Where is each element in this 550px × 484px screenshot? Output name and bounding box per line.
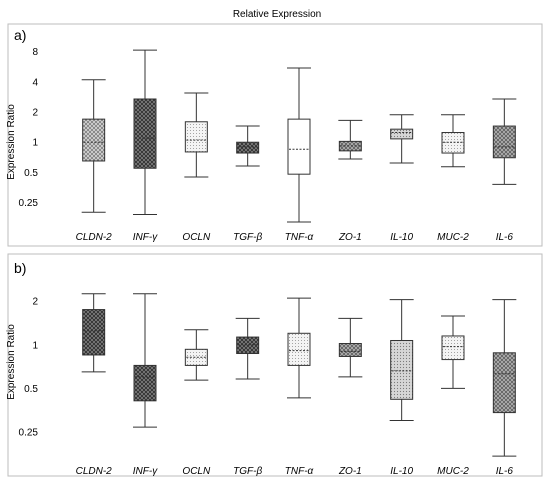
box-tgf (236, 141, 260, 154)
y-tick-label: 1 (32, 138, 38, 149)
panel-b-y-axis-label: Expression Ratio (6, 324, 17, 400)
box-il-10 (390, 128, 414, 140)
box-inf (133, 98, 157, 169)
y-tick-label: 0.25 (19, 198, 39, 209)
box-cldn-2 (82, 118, 106, 162)
x-tick-label-tgf: TGF-β (233, 232, 262, 243)
y-tick-label: 1 (32, 340, 38, 351)
x-tick-label-tnf: TNF-α (285, 466, 314, 477)
panel-a-y-axis-label: Expression Ratio (6, 104, 17, 180)
box-il-10 (390, 339, 414, 400)
panel-b-label: b) (14, 260, 26, 276)
box-ocln (184, 121, 208, 153)
box-zo-1 (338, 140, 362, 152)
x-tick-label-inf: INF-γ (133, 466, 158, 477)
box-muc-2 (441, 132, 465, 154)
x-tick-label-cldn-2: CLDN-2 (76, 466, 113, 477)
panel-a-label: a) (14, 27, 26, 43)
x-tick-label-tgf: TGF-β (233, 466, 262, 477)
box-muc-2 (441, 335, 465, 361)
y-tick-label: 0.5 (24, 168, 38, 179)
y-tick-label: 4 (32, 77, 38, 88)
panel-a-plot: 0.25 0.5 1 2 4 8 CLDN-2 INF-γ OCLN TGF-β TNF-α ZO-1… (19, 47, 517, 243)
box-zo-1 (338, 343, 362, 357)
y-tick-label: 8 (32, 47, 38, 58)
panel-a-frame (7, 23, 543, 247)
y-tick-label: 0.25 (19, 427, 39, 438)
box-inf (133, 364, 157, 402)
box-ocln (184, 348, 208, 366)
x-tick-label-zo-1: ZO-1 (338, 466, 362, 477)
x-tick-label-inf: INF-γ (133, 232, 158, 243)
x-tick-label-zo-1: ZO-1 (338, 232, 362, 243)
x-tick-label-il-10: IL-10 (390, 466, 413, 477)
panel-b-frame (7, 253, 543, 477)
x-tick-label-ocln: OCLN (182, 232, 211, 243)
box-tgf (236, 336, 260, 355)
y-tick-label: 0.5 (24, 384, 38, 395)
x-tick-label-cldn-2: CLDN-2 (76, 232, 113, 243)
x-tick-label-il-6: IL-6 (496, 232, 514, 243)
y-tick-label: 2 (32, 297, 38, 308)
box-tnf (287, 118, 311, 175)
box-cldn-2 (82, 309, 106, 356)
x-tick-label-muc-2: MUC-2 (437, 232, 469, 243)
box-tnf (287, 332, 311, 366)
x-tick-label-muc-2: MUC-2 (437, 466, 469, 477)
box-il-6 (492, 125, 516, 159)
y-tick-label: 2 (32, 108, 38, 119)
x-tick-label-il-6: IL-6 (496, 466, 514, 477)
panel-b-plot: 0.25 0.5 1 2 CLDN-2 INF-γ OCLN TGF-β TNF-α ZO-1 IL… (19, 293, 517, 477)
box-il-6 (492, 352, 516, 414)
x-tick-label-tnf: TNF-α (285, 232, 314, 243)
x-tick-label-il-10: IL-10 (390, 232, 413, 243)
x-tick-label-ocln: OCLN (182, 466, 211, 477)
figure-title: Relative Expression (233, 9, 321, 20)
